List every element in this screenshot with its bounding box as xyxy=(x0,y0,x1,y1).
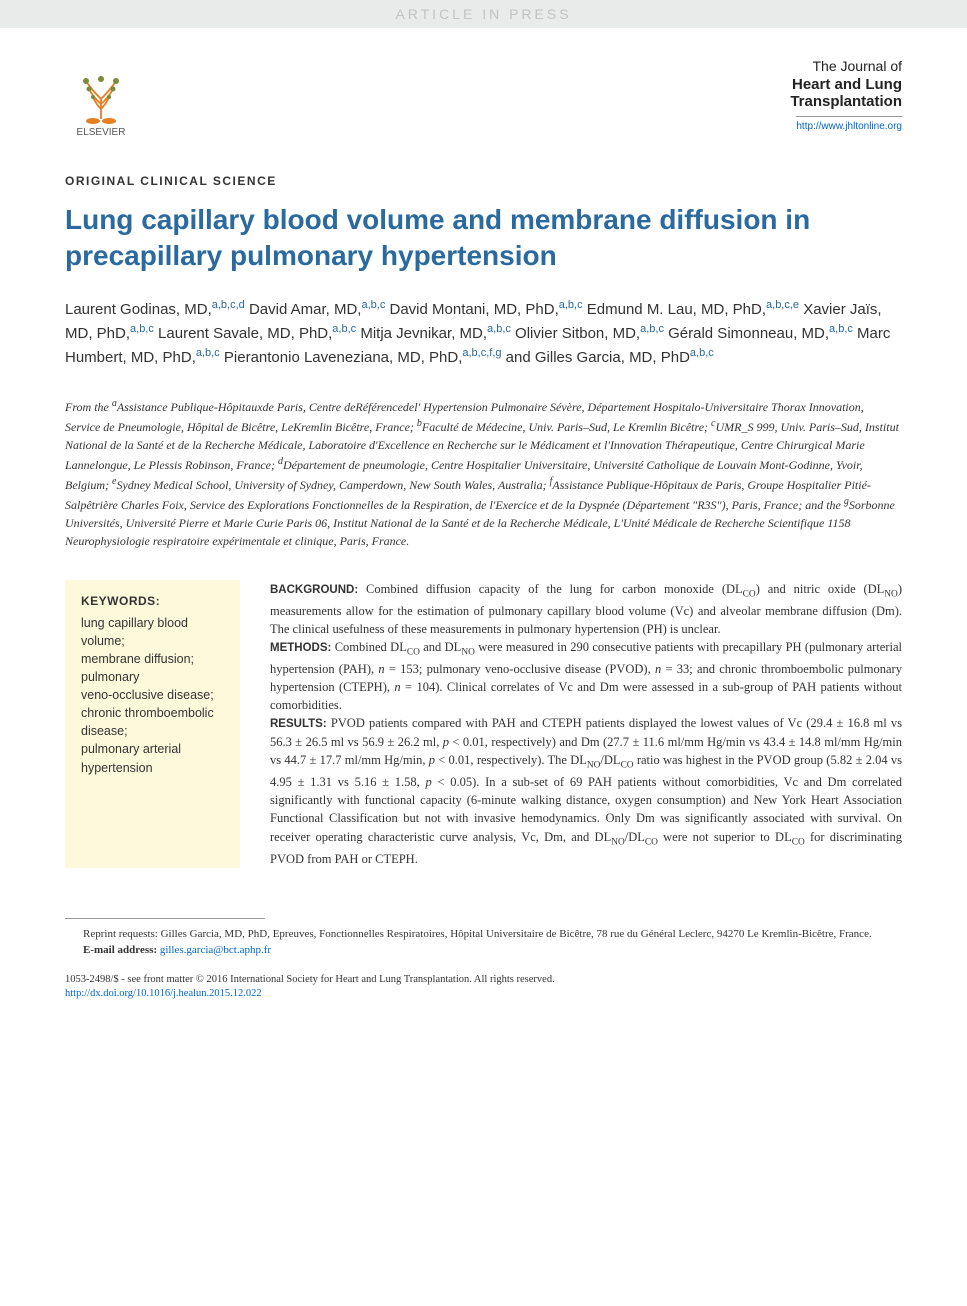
reprint-text: Reprint requests: Gilles Garcia, MD, PhD… xyxy=(83,928,872,940)
issn: 1053-2498/$ - see front matter xyxy=(65,974,193,985)
section-label: ORIGINAL CLINICAL SCIENCE xyxy=(65,174,902,188)
article-title: Lung capillary blood volume and membrane… xyxy=(65,202,902,275)
header-row: ELSEVIER The Journal of Heart and Lung T… xyxy=(65,58,902,138)
journal-block: The Journal of Heart and Lung Transplant… xyxy=(790,58,902,134)
keywords-heading: KEYWORDS: xyxy=(81,594,224,608)
results-label: RESULTS: xyxy=(270,718,327,730)
abstract-methods: METHODS: Combined DLCO and DLNO were mea… xyxy=(270,638,902,714)
footnote-rule xyxy=(65,918,265,919)
copyright-line: 1053-2498/$ - see front matter © 2016 In… xyxy=(65,973,902,1002)
keywords-list: lung capillary blood volume; membrane di… xyxy=(81,614,224,777)
keywords-box: KEYWORDS: lung capillary blood volume; m… xyxy=(65,580,240,868)
email-line: E-mail address: gilles.garcia@bct.aphp.f… xyxy=(65,943,902,959)
journal-line3: Transplantation xyxy=(790,93,902,110)
affiliations: From the aAssistance Publique-Hôpitauxde… xyxy=(65,396,902,550)
journal-url-link[interactable]: http://www.jhltonline.org xyxy=(796,116,902,132)
abstract-row: KEYWORDS: lung capillary blood volume; m… xyxy=(65,580,902,868)
journal-line2: Heart and Lung xyxy=(790,76,902,93)
publisher-name: ELSEVIER xyxy=(77,127,126,138)
abstract-background: BACKGROUND: Combined diffusion capacity … xyxy=(270,580,902,638)
publisher-logo: ELSEVIER xyxy=(65,58,137,138)
background-text: Combined diffusion capacity of the lung … xyxy=(270,582,902,636)
methods-label: METHODS: xyxy=(270,642,331,654)
watermark-bar: ARTICLE IN PRESS xyxy=(0,0,967,28)
email-label: E-mail address: xyxy=(83,944,157,956)
methods-text: Combined DLCO and DLNO were measured in … xyxy=(270,640,902,712)
results-text: PVOD patients compared with PAH and CTEP… xyxy=(270,716,902,865)
authors-list: Laurent Godinas, MD,a,b,c,d David Amar, … xyxy=(65,297,902,370)
background-label: BACKGROUND: xyxy=(270,584,358,596)
reprint-request: Reprint requests: Gilles Garcia, MD, PhD… xyxy=(65,927,902,943)
elsevier-tree-icon xyxy=(71,69,131,125)
watermark-text: ARTICLE IN PRESS xyxy=(395,6,571,22)
doi-link[interactable]: http://dx.doi.org/10.1016/j.healun.2015.… xyxy=(65,988,262,999)
copyright-text: © 2016 International Society for Heart a… xyxy=(196,974,555,985)
journal-line1: The Journal of xyxy=(790,58,902,74)
email-link[interactable]: gilles.garcia@bct.aphp.fr xyxy=(160,944,271,956)
page-content: ELSEVIER The Journal of Heart and Lung T… xyxy=(0,28,967,1042)
abstract-results: RESULTS: PVOD patients compared with PAH… xyxy=(270,714,902,867)
abstract-body: BACKGROUND: Combined diffusion capacity … xyxy=(270,580,902,868)
footnotes: Reprint requests: Gilles Garcia, MD, PhD… xyxy=(65,927,902,959)
